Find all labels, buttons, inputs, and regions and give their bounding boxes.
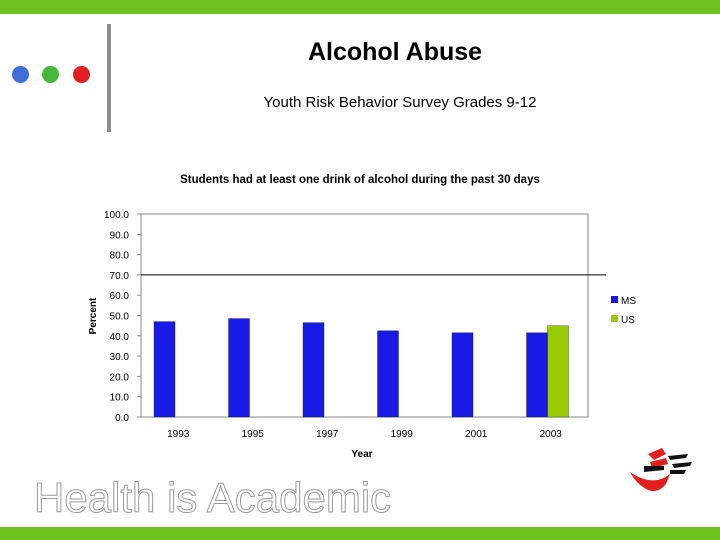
y-tick-label: 100.0 bbox=[104, 210, 129, 221]
x-axis-label: Year bbox=[351, 449, 372, 460]
y-tick-label: 50.0 bbox=[110, 312, 130, 323]
slide-title: Alcohol Abuse bbox=[307, 38, 483, 66]
top-accent-bar bbox=[0, 0, 720, 14]
legend-swatch-us bbox=[611, 315, 618, 322]
plot-area bbox=[140, 213, 589, 418]
legend-label-us: US bbox=[621, 315, 635, 326]
y-tick-label: 80.0 bbox=[110, 251, 130, 262]
bar-ms-1995 bbox=[228, 318, 250, 418]
bar-ms-2001 bbox=[451, 332, 474, 418]
y-axis-label: Percent bbox=[88, 297, 99, 334]
logo-icon bbox=[630, 448, 692, 492]
y-tick-label: 10.0 bbox=[110, 393, 130, 404]
legend-swatch-ms bbox=[611, 296, 618, 303]
y-tick-label: 60.0 bbox=[110, 291, 130, 302]
x-tick-label: 2003 bbox=[540, 429, 563, 440]
blue-dot-icon bbox=[12, 66, 29, 83]
bar-us-2003 bbox=[547, 325, 569, 418]
y-tick-label: 30.0 bbox=[110, 352, 130, 363]
x-tick-label: 1999 bbox=[391, 429, 414, 440]
y-tick-label: 70.0 bbox=[110, 271, 130, 282]
y-tick-label: 0.0 bbox=[115, 413, 129, 424]
y-tick-label: 90.0 bbox=[110, 230, 130, 241]
x-tick-label: 1993 bbox=[167, 429, 190, 440]
bar-ms-2003 bbox=[526, 332, 548, 418]
x-tick-label: 1995 bbox=[242, 429, 265, 440]
green-dot-icon bbox=[42, 66, 59, 83]
y-tick-label: 20.0 bbox=[110, 372, 130, 383]
y-tick-label: 40.0 bbox=[110, 332, 130, 343]
x-tick-label: 1997 bbox=[316, 429, 339, 440]
legend-label-ms: MS bbox=[621, 296, 636, 307]
chart-title: Students had at least one drink of alcoh… bbox=[180, 174, 540, 186]
red-dot-icon bbox=[73, 66, 90, 83]
bottom-accent-bar bbox=[0, 527, 720, 540]
bar-ms-1993 bbox=[153, 321, 176, 418]
bar-ms-1997 bbox=[302, 322, 325, 418]
x-tick-label: 2001 bbox=[465, 429, 488, 440]
bar-ms-1999 bbox=[377, 330, 399, 418]
footer-logo-text: Health is Academic bbox=[33, 474, 392, 522]
slide-subtitle: Youth Risk Behavior Survey Grades 9-12 bbox=[263, 94, 537, 111]
vertical-divider bbox=[107, 24, 111, 132]
